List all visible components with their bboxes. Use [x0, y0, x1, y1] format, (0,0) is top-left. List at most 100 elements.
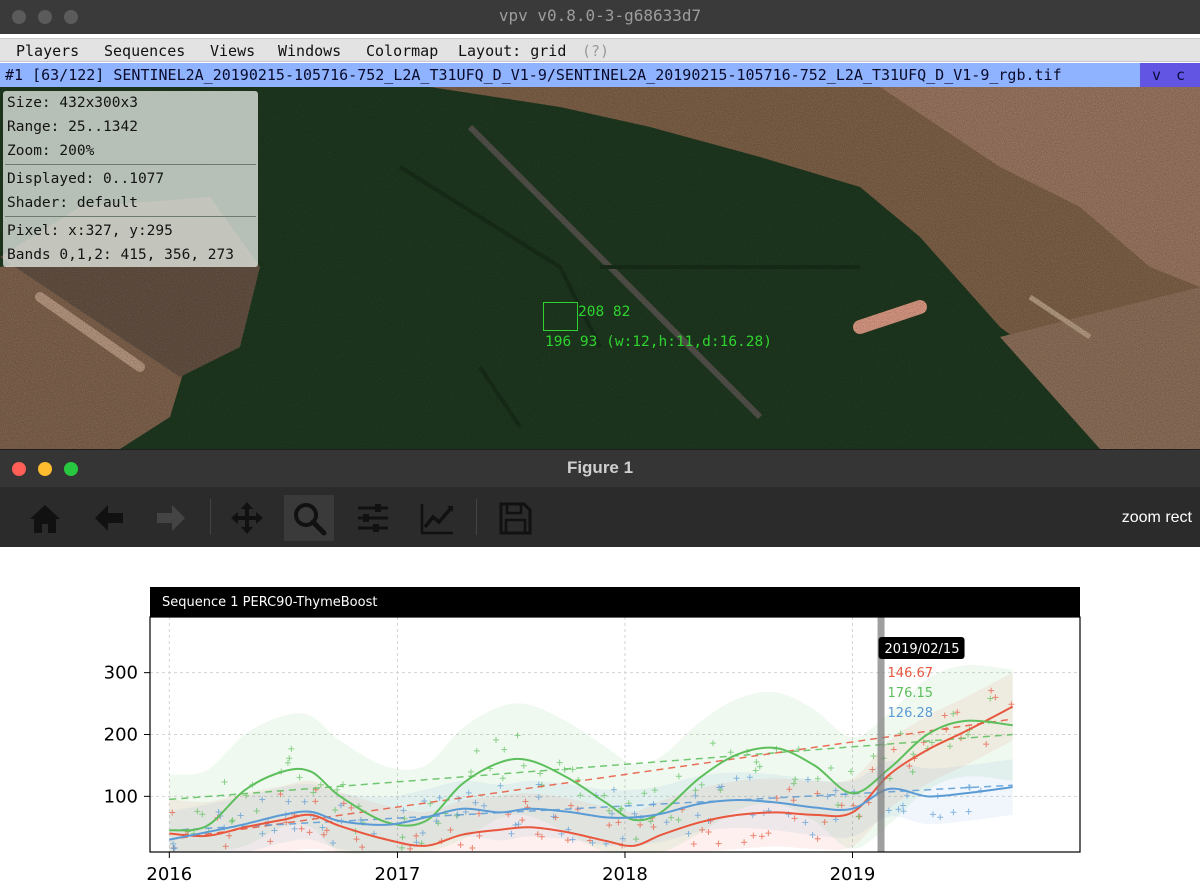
red-observation-marker: [814, 835, 821, 842]
blue-observation-marker: [802, 819, 809, 826]
info-bands: Bands 0,1,2: 415, 356, 273: [7, 247, 234, 263]
save-button[interactable]: [490, 495, 540, 541]
zoom-icon: [294, 503, 327, 536]
green-observation-marker: [499, 775, 506, 782]
green-observation-marker: [633, 836, 640, 843]
red-observation-marker: [650, 823, 657, 830]
blue-observation-marker: [329, 839, 336, 846]
red-observation-marker: [348, 804, 355, 811]
blue-observation-marker: [733, 775, 740, 782]
selection-size-label: 196 93 (w:12,h:11,d:16.28): [545, 334, 772, 350]
blue-observation-marker: [259, 796, 266, 803]
blue-observation-marker: [692, 792, 699, 799]
info-divider: [5, 164, 256, 165]
toolbar-divider: [210, 499, 211, 535]
close-window-button[interactable]: [12, 10, 26, 24]
menu-players[interactable]: Players: [16, 42, 80, 60]
blue-observation-marker: [746, 774, 753, 781]
maximize-window-button[interactable]: [64, 10, 78, 24]
green-observation-marker: [606, 807, 613, 814]
tooltip-value-blue: 126.28: [888, 706, 934, 721]
view-flags[interactable]: v c p: [1140, 63, 1200, 102]
blue-observation-marker: [663, 819, 670, 826]
subplots-icon: [358, 504, 388, 532]
window-title: vpv v0.8.0-3-g68633d7: [498, 6, 702, 25]
series-lines: [169, 705, 1014, 847]
blue-observation-marker: [899, 802, 906, 809]
x-tick-label: 2019: [830, 864, 876, 885]
red-observation-marker: [690, 840, 697, 847]
red-observation-marker: [469, 845, 476, 852]
red-observation-marker: [750, 832, 757, 839]
info-size: Size: 432x300x3: [7, 95, 138, 111]
green-observation-marker: [561, 766, 568, 773]
edit-curves-button[interactable]: [412, 495, 462, 541]
info-range: Range: 25..1342: [7, 119, 138, 135]
x-tick-label: 2016: [146, 864, 192, 885]
zoom-button[interactable]: [284, 495, 334, 541]
blue-observation-marker: [609, 810, 616, 817]
blue-observation-marker: [694, 812, 701, 819]
red-observation-marker: [906, 762, 913, 769]
blue-observation-marker: [515, 821, 522, 828]
blue-observation-marker: [465, 789, 472, 796]
blue-observation-marker: [301, 798, 308, 805]
pan-button[interactable]: [222, 495, 272, 541]
subplots-button[interactable]: [348, 495, 398, 541]
green-observation-marker: [647, 818, 654, 825]
sequence-path-bar[interactable]: #1 [63/122] SENTINEL2A_20190215-105716-7…: [0, 63, 1200, 102]
red-observation-marker: [790, 797, 797, 804]
blue-observation-marker: [895, 806, 902, 813]
green-observation-marker: [870, 753, 877, 760]
green-observation-marker: [668, 814, 675, 821]
blue-observation-marker: [170, 840, 177, 847]
red-observation-marker: [320, 831, 327, 838]
red-observation-marker: [413, 832, 420, 839]
red-observation-marker: [519, 817, 526, 824]
time-series-chart[interactable]: Sequence 1 PERC90-ThymeBoost 2016 2017 201…: [0, 547, 1200, 891]
image-info-panel: Size: 432x300x3 Range: 25..1342 Zoom: 20…: [3, 91, 258, 267]
pan-icon: [231, 502, 263, 534]
green-observation-marker: [601, 792, 608, 799]
y-tick-label: 100: [104, 786, 138, 807]
blue-observation-marker: [285, 798, 292, 805]
info-displayed: Displayed: 0..1077: [7, 171, 165, 187]
minimize-window-button[interactable]: [38, 10, 52, 24]
cursor-tooltip: 2019/02/15 146.67 176.15 126.28: [878, 637, 965, 721]
red-observation-marker: [226, 832, 233, 839]
time-cursor[interactable]: [877, 617, 885, 852]
menu-windows[interactable]: Windows: [278, 42, 342, 60]
close-window-button[interactable]: [12, 462, 26, 476]
selection-rectangle[interactable]: [543, 302, 578, 331]
red-observation-marker: [267, 838, 274, 845]
back-button[interactable]: [84, 495, 134, 541]
green-observation-marker: [928, 739, 935, 746]
green-observation-marker: [909, 768, 916, 775]
green-observation-marker: [401, 815, 408, 822]
minimize-window-button[interactable]: [38, 462, 52, 476]
menu-colormap[interactable]: Colormap: [366, 42, 439, 60]
red-observation-marker: [741, 839, 748, 846]
plot-area[interactable]: Sequence 1 PERC90-ThymeBoost 2016 2017 201…: [0, 547, 1200, 891]
back-arrow-icon: [95, 505, 123, 531]
green-observation-marker: [698, 781, 705, 788]
y-axis: 100 200 300: [104, 663, 150, 807]
green-observation-marker: [964, 731, 971, 738]
green-observation-marker: [221, 778, 228, 785]
red-observation-marker: [457, 841, 464, 848]
red-confidence-band: [169, 672, 1013, 853]
blue-observation-marker: [271, 827, 278, 834]
info-pixel: Pixel: x:327, y:295: [7, 223, 173, 239]
red-observation-marker: [359, 844, 366, 851]
layout-help-hint[interactable]: (?): [582, 42, 610, 60]
green-observation-marker: [473, 747, 480, 754]
green-observation-marker: [910, 751, 917, 758]
home-button[interactable]: [20, 495, 70, 541]
maximize-window-button[interactable]: [64, 462, 78, 476]
blue-observation-marker: [610, 786, 617, 793]
forward-button[interactable]: [146, 495, 196, 541]
menu-sequences[interactable]: Sequences: [104, 42, 186, 60]
menu-views[interactable]: Views: [210, 42, 256, 60]
green-observation-marker: [577, 792, 584, 799]
menu-layout[interactable]: Layout: grid: [458, 42, 567, 60]
